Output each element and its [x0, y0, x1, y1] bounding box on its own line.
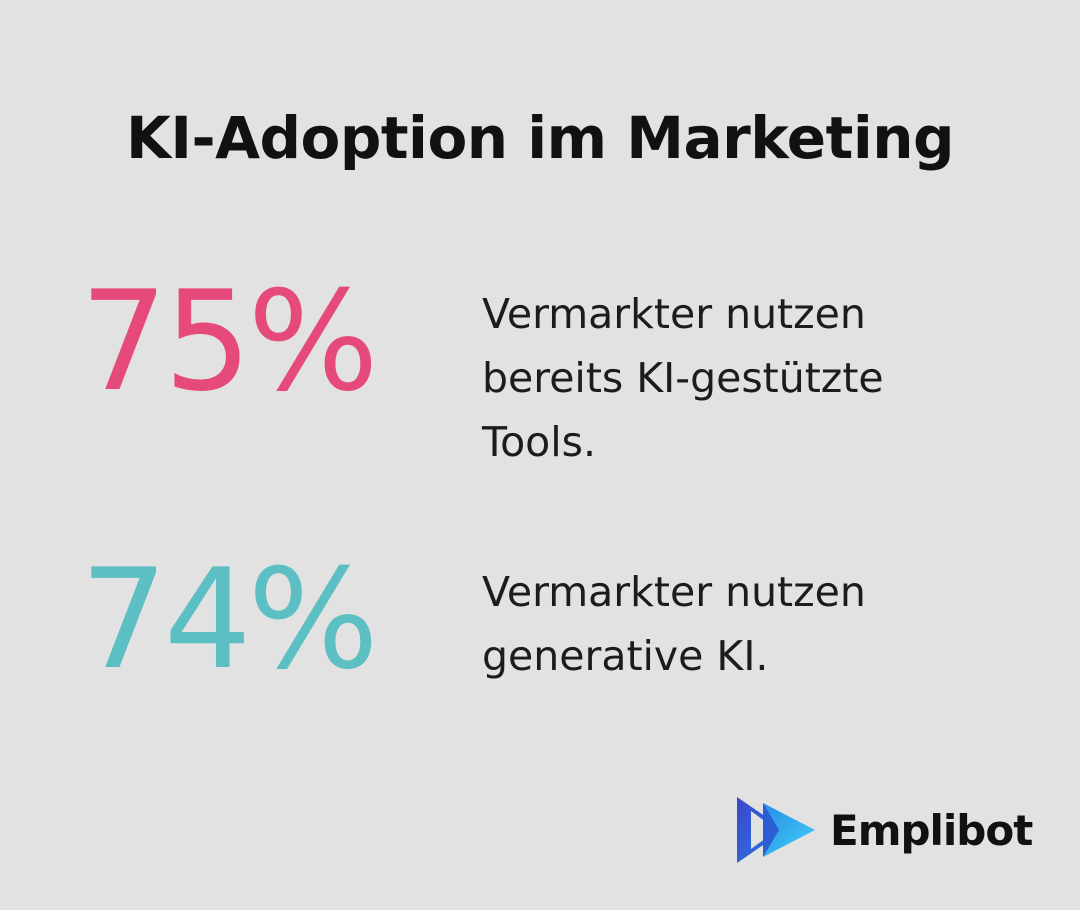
stat-block-1: 75% Vermarkter nutzen bereits KI-gestütz… — [80, 261, 1080, 467]
brand-logo-block: Emplibot — [735, 795, 1055, 865]
stat-value: 74% — [80, 539, 379, 700]
stat-description: Vermarkter nutzen bereits KI-gestützte T… — [482, 290, 884, 466]
brand-name: Emplibot — [830, 806, 1033, 855]
stat-block-2: 74% Vermarkter nutzen generative KI. — [80, 540, 1080, 700]
page-title: KI-Adoption im Marketing — [125, 104, 955, 172]
stat-value: 75% — [80, 261, 379, 422]
stat-description: Vermarkter nutzen generative KI. — [482, 568, 866, 680]
double-play-arrow-icon — [737, 797, 815, 863]
